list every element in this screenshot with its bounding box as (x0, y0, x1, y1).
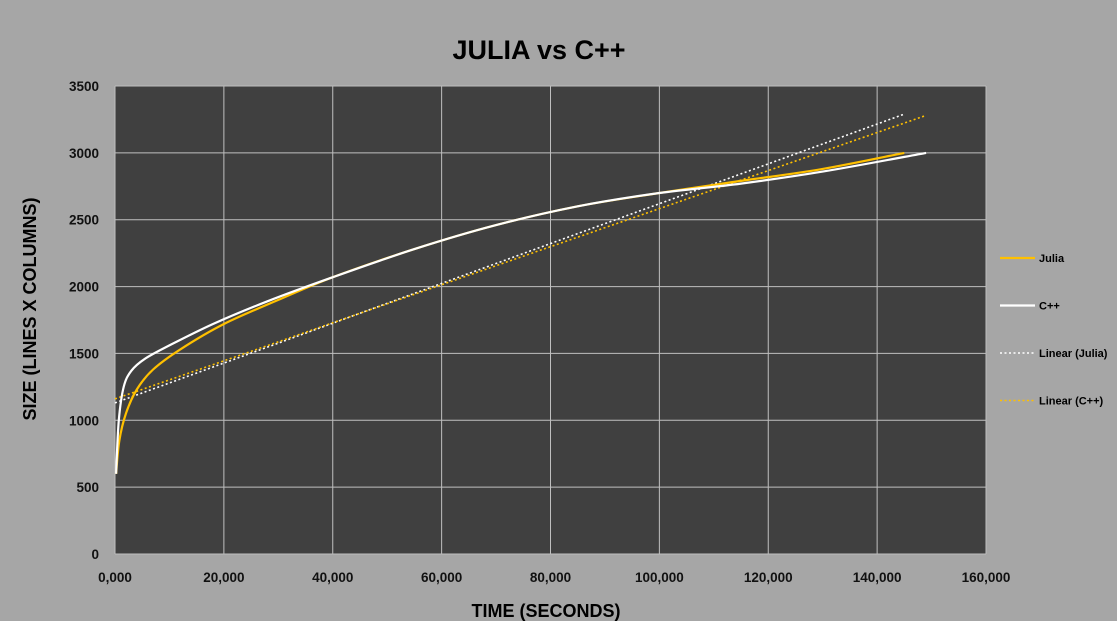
x-tick-label: 0,000 (98, 570, 132, 585)
y-tick-label: 0 (91, 547, 99, 562)
gridlines (114, 85, 987, 555)
legend-label: C++ (1039, 301, 1060, 313)
y-axis-ticks: 0 500 1000 1500 2000 2500 3000 3500 (69, 79, 99, 562)
legend-label: Linear (Julia) (1039, 348, 1108, 360)
y-tick-label: 3500 (69, 79, 99, 94)
series-line-linear-c (114, 114, 927, 400)
x-tick-label: 100,000 (635, 570, 684, 585)
legend-label: Linear (C++) (1039, 396, 1104, 408)
y-tick-label: 500 (76, 480, 99, 495)
x-axis-ticks: 0,000 20,000 40,000 60,000 80,000 100,000 120,… (98, 570, 1010, 585)
legend: Julia C++ Linear (Julia) Linear (C++) (1000, 253, 1108, 408)
series-line-linear-julia (114, 113, 905, 404)
legend-label: Julia (1039, 253, 1065, 265)
y-axis-title: SIZE (LINES X COLUMNS) (20, 197, 40, 420)
series-line-c (115, 151, 927, 474)
y-tick-label: 2000 (69, 280, 99, 295)
x-axis-title: TIME (SECONDS) (471, 601, 620, 621)
series-layer (114, 113, 927, 474)
x-tick-label: 80,000 (530, 570, 571, 585)
x-tick-label: 20,000 (203, 570, 244, 585)
x-tick-label: 40,000 (312, 570, 353, 585)
y-tick-label: 1000 (69, 413, 99, 428)
y-tick-label: 2500 (69, 213, 99, 228)
y-tick-label: 1500 (69, 346, 99, 361)
x-tick-label: 140,000 (853, 570, 902, 585)
x-tick-label: 60,000 (421, 570, 462, 585)
chart-title: JULIA vs C++ (452, 35, 625, 65)
x-tick-label: 120,000 (744, 570, 793, 585)
y-tick-label: 3000 (69, 146, 99, 161)
x-tick-label: 160,000 (962, 570, 1011, 585)
